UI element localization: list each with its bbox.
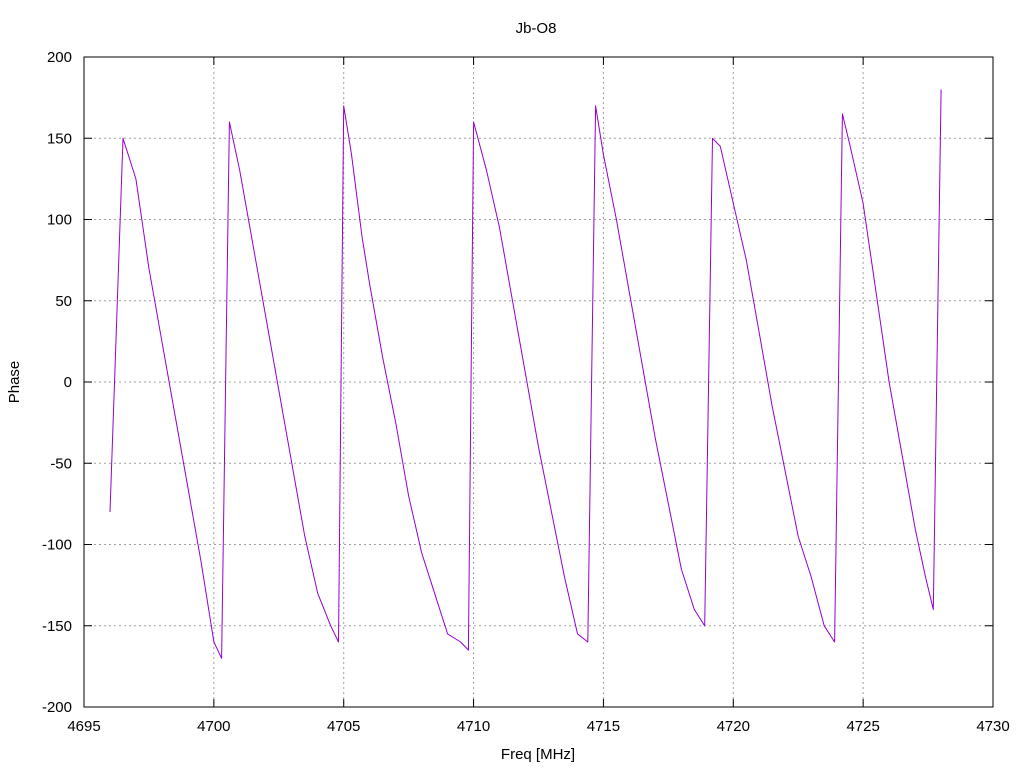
y-tick-label: 100 [47,212,72,229]
chart-title: Jb-O8 [516,20,557,37]
y-tick-labels: -200 -150 -100 -50 0 50 100 150 200 [42,49,72,716]
x-tick-label: 4705 [327,718,360,735]
x-tick-label: 4710 [457,718,490,735]
grid-lines [84,57,993,707]
x-tick-label: 4730 [976,718,1009,735]
x-tick-label: 4715 [587,718,620,735]
tick-marks [83,56,994,708]
x-tick-label: 4700 [197,718,230,735]
x-tick-label: 4725 [846,718,879,735]
phase-series-line [109,89,942,659]
x-tick-label: 4720 [717,718,750,735]
y-tick-label: -150 [42,618,72,635]
y-tick-label: -200 [42,699,72,716]
y-tick-label: 0 [64,374,72,391]
series-layer [109,89,942,659]
y-tick-label: 50 [55,293,72,310]
x-tick-label: 4695 [67,718,100,735]
y-tick-label: -50 [50,455,72,472]
x-tick-labels: 4695 4700 4705 4710 4715 4720 4725 4730 [67,718,1009,735]
y-tick-label: 200 [47,49,72,66]
y-tick-label: 150 [47,130,72,147]
x-axis-label: Freq [MHz] [501,746,575,763]
y-axis-label: Phase [6,361,23,404]
y-tick-label: -100 [42,537,72,554]
